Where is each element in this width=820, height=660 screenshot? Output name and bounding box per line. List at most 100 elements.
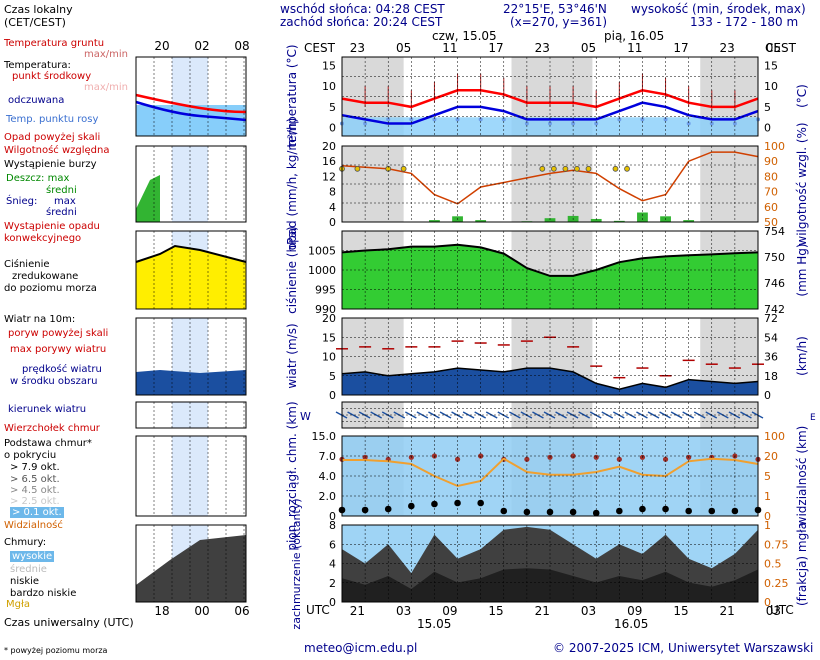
- panel-frame-wind: [341, 317, 759, 396]
- wind-arrow: [358, 411, 371, 419]
- temp-ytick-right: 10: [764, 80, 778, 93]
- wind-arrow: [740, 411, 752, 419]
- legend-mean1: średni: [46, 185, 77, 196]
- fog-ytick: 1: [764, 519, 771, 532]
- local-time-label: 05: [581, 41, 596, 55]
- legend-panel-frame-cloud: [135, 435, 247, 517]
- pressure-mmhg-tick: 754: [764, 225, 785, 238]
- cloud-ytick: 4.0: [319, 470, 337, 483]
- cloud-ytick: 2.0: [319, 490, 337, 503]
- fog-ytick: 0: [764, 596, 771, 609]
- wind-arrow: [543, 411, 556, 419]
- cover-ytick: 2: [329, 577, 336, 590]
- wind-speed-area: [342, 368, 758, 395]
- rain-bar: [613, 220, 625, 222]
- wind-arrow: [636, 411, 648, 419]
- wind-ytick: 0: [329, 389, 336, 402]
- legend-wind-mean1: prędkość wiatru: [22, 364, 102, 375]
- rain-bar: [683, 220, 695, 222]
- sunrise-text: wschód słońca: 04:28 CEST: [280, 2, 445, 16]
- dewpoint-point: [524, 121, 529, 126]
- legend-utc-tick: 00: [194, 604, 209, 618]
- local-time-label: 23: [350, 41, 365, 55]
- utc-time-label: 21: [535, 604, 550, 618]
- local-time-label: 23: [535, 41, 550, 55]
- rain-bar: [590, 218, 602, 222]
- temp-ytick-right: 0: [764, 122, 771, 135]
- local-time-label: 17: [673, 41, 688, 55]
- local-time-label: 05: [766, 41, 781, 55]
- temp-ytick: 10: [322, 80, 336, 93]
- date1-label: 15.05: [417, 617, 452, 631]
- pressure-ylabel: ciśnienie (hPa): [285, 226, 299, 314]
- legend-dewpoint: Temp. punktu rosy: [6, 114, 99, 125]
- legend-rain: Deszcz: max: [6, 173, 70, 184]
- wind-ytick: 5: [329, 370, 336, 383]
- footer-copyright: © 2007-2025 ICM, Uniwersytet Warszawski: [553, 641, 814, 655]
- wind-arrow: [555, 411, 567, 419]
- legend-footnote: * powyżej poziomu morza: [4, 646, 108, 655]
- temp-y2label: (°C): [795, 84, 809, 108]
- wind-arrow: [451, 411, 463, 419]
- visibility-ytick: 0: [764, 510, 771, 523]
- panel-frame-cov: [341, 524, 759, 603]
- legend-cloud-base1: Podstawa chmur*: [4, 438, 92, 449]
- legend-utc-time: Czas uniwersalny (UTC): [4, 616, 134, 629]
- visibility-ytick: 20: [764, 450, 778, 463]
- legend-temperature: Temperatura:: [4, 60, 71, 71]
- rain-bar: [544, 218, 556, 222]
- legend-panel-frame-precip: [135, 145, 247, 223]
- tz-utc-left: UTC: [306, 603, 330, 617]
- panel-frame-pres: [341, 230, 759, 310]
- cloud-base-point: [731, 507, 739, 515]
- background-layer: [136, 57, 758, 602]
- tz-local-right: CEST: [765, 41, 796, 55]
- elevation-values: 133 - 172 - 180 m: [690, 15, 799, 29]
- fog-ytick: 0.75: [764, 538, 789, 551]
- pressure-ytick: 995: [315, 284, 336, 297]
- storm-marker: [539, 165, 546, 172]
- storm-marker: [400, 165, 407, 172]
- grid-layer: [135, 56, 759, 603]
- tz-utc-right: UTC: [770, 603, 794, 617]
- pressure-mmhg-tick: 746: [764, 277, 785, 290]
- dewpoint-point: [709, 121, 714, 126]
- legend-okt-1: > 7.9 okt.: [10, 462, 60, 473]
- legend-mean2: średni: [46, 207, 77, 218]
- humidity-ytick: 100: [764, 140, 785, 153]
- wind-arrow: [428, 411, 440, 419]
- legend-panel-frame-pres: [135, 230, 247, 310]
- utc-time-label: 09: [442, 604, 457, 618]
- temp-ytick-right: 15: [764, 59, 778, 72]
- wind-kmh-tick: 72: [764, 312, 778, 325]
- grid-text: (x=270, y=361): [510, 15, 608, 29]
- legend-high: wysokie: [10, 551, 55, 562]
- legend-panel-frame-cov: [135, 524, 247, 603]
- legend-wind-mean2: w środku obszaru: [10, 376, 98, 387]
- legend-okt-3: > 4.5 okt.: [10, 485, 60, 496]
- storm-marker: [550, 165, 557, 172]
- legend-okt-2: > 6.5 okt.: [10, 474, 60, 485]
- rain-bar: [475, 220, 487, 222]
- legend-low: niskie: [10, 576, 40, 587]
- dewpoint-point: [640, 117, 645, 122]
- dewpoint-point: [455, 117, 460, 122]
- wind-kmh-tick: 0: [764, 389, 771, 402]
- pressure-ytick: 1005: [308, 245, 336, 258]
- legend-temp-line: [135, 93, 247, 114]
- temp-ylabel: temperatura (°C): [285, 44, 299, 147]
- legend-local-tick: 20: [154, 39, 169, 53]
- dewpoint-point: [386, 117, 391, 122]
- utc-time-label: 21: [720, 604, 735, 618]
- storm-marker: [612, 165, 619, 172]
- footer-email[interactable]: meteo@icm.edu.pl: [304, 641, 418, 655]
- wind-ytick: 15: [322, 331, 336, 344]
- utc-time-label: 03: [766, 604, 781, 618]
- legend-okt-5: > 0.1 okt.: [10, 507, 64, 518]
- legend-cloud-top: Wierzchołek chmur: [4, 423, 100, 434]
- pressure-mmhg-tick: 750: [764, 251, 785, 264]
- cloud-base-point: [616, 507, 623, 515]
- cloud-base-point: [685, 507, 692, 515]
- precip-ytick: 8: [329, 186, 336, 199]
